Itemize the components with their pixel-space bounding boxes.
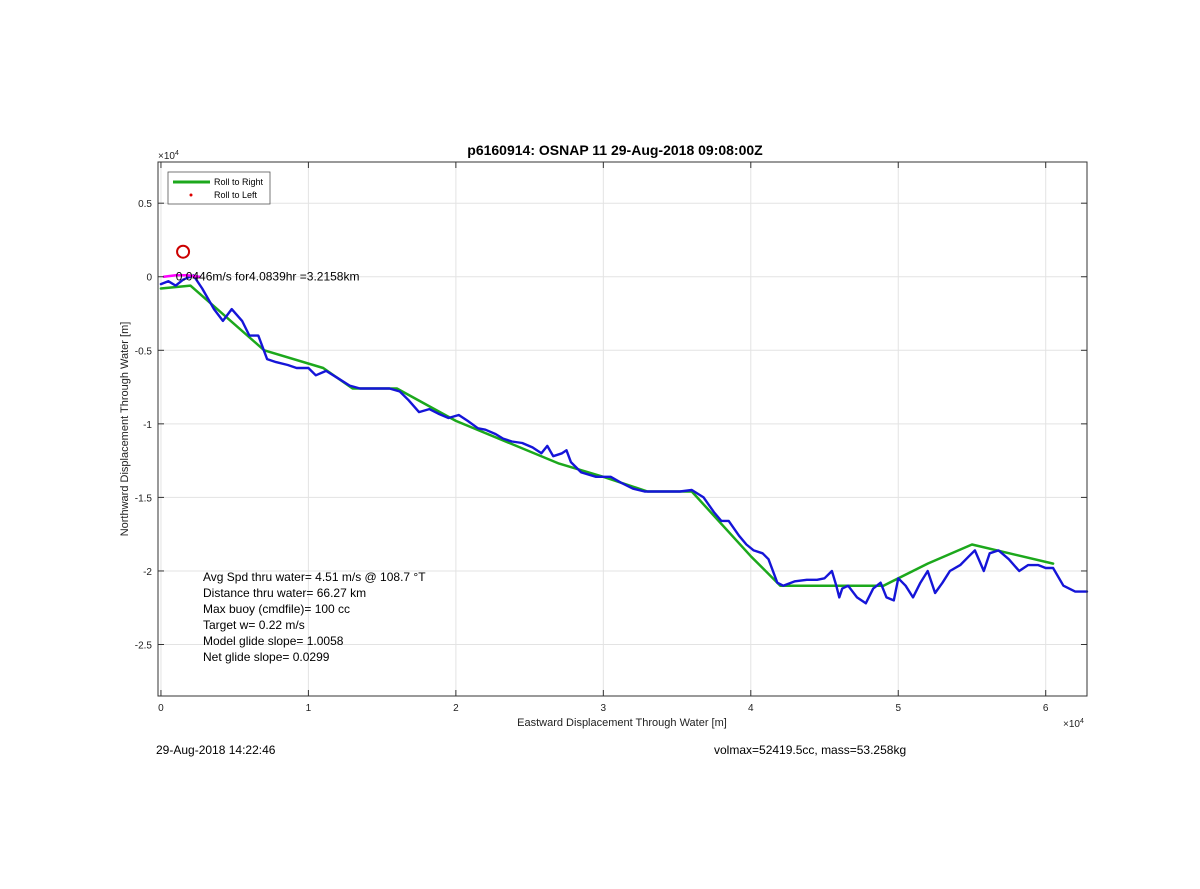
stat-net-glide: Net glide slope= 0.0299	[203, 650, 330, 664]
y-tick-label: -2.5	[135, 641, 153, 652]
series-line-roll-to-left	[162, 274, 201, 278]
stats-annotation: Avg Spd thru water= 4.51 m/s @ 108.7 °T …	[203, 570, 426, 664]
y-axis-label: Northward Displacement Through Water [m]	[119, 322, 131, 537]
x-tick-label: 3	[601, 703, 607, 714]
x-tick-label: 0	[158, 703, 164, 714]
plot-area	[158, 162, 1087, 696]
stat-model-glide: Model glide slope= 1.0058	[203, 634, 344, 648]
current-speed-annotation: 0.0446m/s for4.0839hr =3.2158km	[176, 270, 360, 284]
legend-box	[167, 171, 271, 205]
svg-text:×104: ×104	[1063, 718, 1084, 730]
x-exponent-label: ×104	[1063, 718, 1084, 730]
chart-title: p6160914: OSNAP 11 29-Aug-2018 09:08:00Z	[467, 142, 763, 158]
y-tick-label: -0.5	[135, 346, 153, 357]
stat-target-w: Target w= 0.22 m/s	[203, 618, 305, 632]
y-tick-label: -1.5	[135, 493, 153, 504]
y-tick-label: 0	[146, 273, 152, 284]
svg-text:×104: ×104	[158, 150, 179, 162]
plot-border	[157, 161, 1088, 697]
y-exponent-label: ×104	[158, 150, 179, 162]
y-tick-label: 0.5	[138, 199, 152, 210]
x-tick-label: 6	[1043, 703, 1049, 714]
stat-avg-speed: Avg Spd thru water= 4.51 m/s @ 108.7 °T	[203, 570, 426, 584]
x-tick-label: 1	[306, 703, 312, 714]
stat-distance: Distance thru water= 66.27 km	[203, 586, 366, 600]
grid-lines	[158, 162, 1087, 696]
y-tick-label: -2	[143, 567, 152, 578]
x-axis-label: Eastward Displacement Through Water [m]	[517, 717, 727, 729]
x-tick-label: 4	[748, 703, 754, 714]
stat-max-buoy: Max buoy (cmdfile)= 100 cc	[203, 602, 350, 616]
legend: Roll to Right Roll to Left	[167, 171, 271, 205]
x-tick-label: 2	[453, 703, 459, 714]
legend-label-roll-left: Roll to Left	[214, 190, 258, 200]
legend-swatch-roll-left	[189, 193, 193, 197]
data-series	[159, 244, 1089, 605]
footer-volmax-mass: volmax=52419.5cc, mass=53.258kg	[714, 743, 907, 757]
legend-label-roll-right: Roll to Right	[214, 177, 264, 187]
y-tick-label: -1	[143, 420, 152, 431]
series-line-displacement-track	[159, 274, 1089, 605]
axis-ticks: 0 1 2 3 4 5 6 0.5 0 -0.5 -1 -1.5 -2 -2.5	[135, 162, 1087, 714]
footer-timestamp: 29-Aug-2018 14:22:46	[156, 743, 276, 757]
start-marker	[176, 244, 191, 259]
x-tick-label: 5	[895, 703, 901, 714]
